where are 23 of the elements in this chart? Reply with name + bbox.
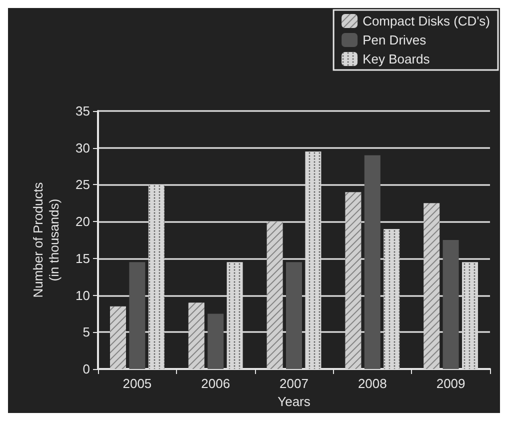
x-tick-label: 2008: [358, 376, 387, 391]
y-tick-label: 10: [76, 288, 90, 303]
y-tick-label: 30: [76, 140, 90, 156]
bar: [129, 262, 146, 369]
y-tick-label: 20: [76, 214, 90, 230]
y-tick-label: 25: [76, 177, 90, 192]
bar: [364, 155, 380, 369]
legend-label: Compact Disks (CD's): [362, 14, 490, 28]
bar: [286, 262, 302, 369]
y-tick-label: 0: [82, 362, 90, 376]
bar: [208, 314, 224, 369]
x-tick-label: 2005: [122, 376, 152, 391]
x-tick-label: 2006: [201, 376, 230, 391]
x-tick-label: 2009: [436, 376, 466, 391]
y-tick-label: 35: [76, 104, 90, 118]
x-tick-label: 2007: [280, 376, 308, 391]
y-tick-label: 5: [82, 324, 90, 340]
bar: [442, 240, 459, 369]
y-tick-label: 15: [76, 250, 90, 266]
legend-label: Key Boards: [362, 52, 430, 66]
x-axis-title: Years: [278, 394, 311, 409]
legend-label: Pen Drives: [362, 32, 427, 48]
y-axis-title: Number of Products (in thousands): [30, 182, 62, 298]
